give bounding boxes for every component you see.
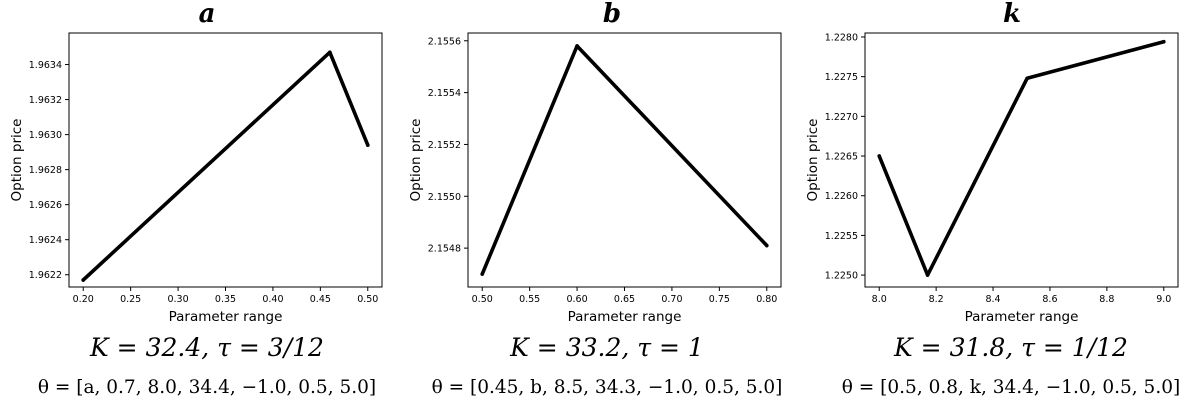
chart-title: a xyxy=(199,0,216,29)
chart-panel-3: k 8.0 8.2 8.4 8.6 8.8 9.0 1.2250 1.2255 1.2260 1.2… xyxy=(805,0,1180,398)
caption-parameters: K = 32.4, τ = 3/12 xyxy=(89,333,324,362)
x-axis-label: Parameter range xyxy=(568,309,682,325)
x-tick-label: 0.45 xyxy=(310,294,331,305)
x-tick-label: 0.25 xyxy=(120,294,141,305)
x-tick-label: 0.65 xyxy=(614,294,635,305)
x-tick-label: 8.0 xyxy=(872,294,887,305)
y-tick-label: 1.2275 xyxy=(825,72,858,83)
y-tick-label: 1.9632 xyxy=(29,95,62,106)
y-tick-label: 1.9624 xyxy=(29,235,62,246)
chart-title: b xyxy=(603,0,621,29)
data-point xyxy=(328,50,332,55)
chart-panel-2: b 0.50 0.55 0.60 0.65 0.70 0.75 0.80 2.1548 2.155… xyxy=(408,0,782,398)
plot-frame xyxy=(467,32,782,288)
x-tick-label: 0.40 xyxy=(262,294,283,305)
x-tick-label: 8.8 xyxy=(1099,294,1114,305)
caption-parameters: K = 31.8, τ = 1/12 xyxy=(893,333,1128,362)
x-tick-label: 0.30 xyxy=(167,294,188,305)
x-tick-label: 0.60 xyxy=(566,294,587,305)
x-tick-label: 0.55 xyxy=(519,294,540,305)
plot-frame xyxy=(864,32,1179,288)
x-tick-label: 0.80 xyxy=(756,294,777,305)
y-tick-label: 2.1548 xyxy=(428,244,461,255)
data-point xyxy=(1025,76,1029,81)
y-tick-label: 2.1556 xyxy=(428,36,461,47)
x-axis-label: Parameter range xyxy=(169,309,283,325)
data-point xyxy=(925,273,930,277)
series-line xyxy=(81,50,370,282)
series-line xyxy=(877,39,1166,277)
x-axis-label: Parameter range xyxy=(965,309,1079,325)
y-tick-label: 1.9628 xyxy=(29,165,62,176)
x-tick-label: 0.70 xyxy=(661,294,682,305)
y-tick-label: 1.2255 xyxy=(825,231,858,242)
x-tick-label: 0.50 xyxy=(472,294,493,305)
data-point xyxy=(365,143,370,147)
y-tick-label: 1.2250 xyxy=(825,271,858,282)
y-axis-label: Option price xyxy=(408,119,424,202)
caption-theta: θ = [0.45, b, 8.5, 34.3, −1.0, 0.5, 5.0] xyxy=(432,377,783,398)
data-point xyxy=(877,154,882,158)
data-point xyxy=(1161,39,1166,44)
y-axis-label: Option price xyxy=(805,119,821,202)
y-tick-label: 1.9626 xyxy=(29,200,62,211)
x-tick-label: 8.6 xyxy=(1042,294,1057,305)
data-point xyxy=(764,243,769,248)
y-tick-label: 1.9622 xyxy=(29,270,62,281)
x-tick-label: 8.2 xyxy=(929,294,944,305)
series-line xyxy=(480,44,769,276)
y-tick-label: 1.9634 xyxy=(29,60,62,71)
caption-theta: θ = [0.5, 0.8, k, 34.4, −1.0, 0.5, 5.0] xyxy=(842,377,1180,398)
chart-panel-1: a 0.20 0.25 0.30 0.35 0.40 0.45 0.50 1.9622 1.962… xyxy=(9,0,383,398)
x-tick-label: 8.4 xyxy=(985,294,1000,305)
y-tick-label: 2.1552 xyxy=(428,140,461,151)
y-axis-label: Option price xyxy=(9,119,25,202)
y-tick-label: 1.2260 xyxy=(825,191,858,202)
x-tick-label: 9.0 xyxy=(1156,294,1171,305)
y-tick-label: 2.1554 xyxy=(428,88,461,99)
caption-theta: θ = [a, 0.7, 8.0, 34.4, −1.0, 0.5, 5.0] xyxy=(38,377,376,398)
x-tick-label: 0.50 xyxy=(357,294,378,305)
chart-title: k xyxy=(1003,0,1021,29)
y-tick-label: 2.1550 xyxy=(428,192,461,203)
data-point xyxy=(480,272,485,276)
x-tick-label: 0.75 xyxy=(709,294,730,305)
data-point xyxy=(81,278,86,282)
data-point xyxy=(575,44,579,48)
x-tick-label: 0.20 xyxy=(73,294,94,305)
y-tick-label: 1.9630 xyxy=(29,130,62,141)
x-tick-label: 0.35 xyxy=(215,294,236,305)
y-tick-label: 1.2265 xyxy=(825,152,858,163)
caption-parameters: K = 33.2, τ = 1 xyxy=(509,333,704,362)
y-tick-label: 1.2280 xyxy=(825,32,858,43)
y-tick-label: 1.2270 xyxy=(825,112,858,123)
